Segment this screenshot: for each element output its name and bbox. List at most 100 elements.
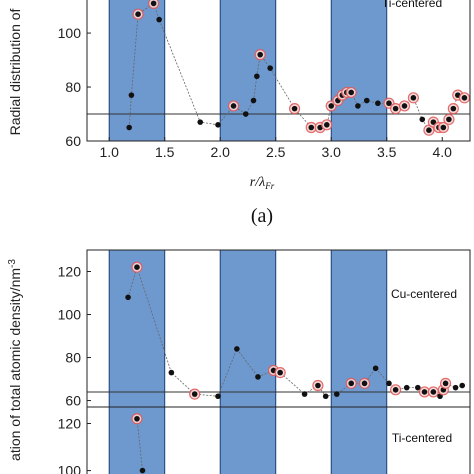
data-point [150,0,157,7]
x-tick-label: 3.5 [377,144,397,160]
data-point [363,97,370,104]
data-point [257,51,263,58]
highlight-bands [108,0,388,142]
data-point [375,100,381,107]
data-point [215,393,221,400]
data-point [461,95,468,101]
data-point [139,467,146,474]
x-tick-label: 2.5 [266,144,286,160]
data-point [410,95,417,101]
highlight-band [108,249,166,408]
x-axis-label-sub: Fr [264,181,274,191]
panel-label: Ti-centered [392,431,452,445]
data-series [131,413,146,474]
data-point [361,380,368,387]
data-series [125,261,466,400]
y-tick-label: 120 [58,415,82,431]
data-point [426,127,432,134]
data-series [126,0,471,136]
data-point [421,389,428,395]
y-axis-ticks: 100 120 [58,415,91,474]
data-point [419,116,426,123]
data-point [301,391,308,397]
y-tick-label: 100 [58,25,82,41]
data-point [440,124,447,131]
y-tick-label: 120 [58,264,82,280]
data-point [322,393,329,400]
data-point [442,380,449,387]
data-point [191,391,198,397]
y-tick-label: 100 [58,307,82,323]
data-point [401,103,408,109]
data-point [348,380,355,387]
data-point [415,384,421,391]
y-axis-label-sup: -3 [7,259,18,268]
data-point [323,122,330,128]
y-axis-ticks: 60 80 100 120 [58,264,91,409]
x-tick-label: 3.0 [321,144,341,160]
y-tick-label: 80 [65,350,81,366]
data-point [403,384,410,391]
data-point [125,294,131,301]
data-point [267,65,273,71]
data-point [135,11,141,17]
data-point [452,384,459,391]
data-point [230,103,237,109]
data-point [308,124,315,131]
data-point [459,382,466,389]
data-point [392,105,399,112]
data-point [215,122,221,128]
x-tick-label: 2.0 [210,144,230,160]
data-point [242,111,249,117]
highlight-band [219,249,277,408]
highlight-bands [108,406,388,474]
highlight-band [108,406,166,474]
data-point [168,369,175,376]
data-point [315,382,321,389]
data-point [392,386,399,393]
data-point [430,119,437,125]
y-tick-label: 100 [58,463,82,474]
data-point [134,415,140,422]
highlight-bands [108,249,388,408]
data-point [156,16,162,23]
data-point [254,73,260,80]
plot-frame [86,406,471,474]
y-tick-label: 80 [65,79,81,95]
x-tick-label: 1.5 [155,144,175,160]
y-axis-label: ation of total atomic density/nm-3 [7,259,23,461]
data-point [291,105,298,112]
x-tick-label: 4.0 [433,144,453,160]
x-axis-label: r/λFr [250,175,275,191]
highlight-band [330,406,388,474]
data-point [250,97,257,104]
y-axis-label: Radial distribution of [7,8,23,135]
data-point [430,389,437,395]
data-point [333,391,340,397]
caption: (a) [251,205,273,227]
data-point [446,116,452,123]
highlight-band [219,0,277,142]
highlight-band [330,0,388,142]
plot-frame [86,0,471,142]
data-point [234,346,240,352]
panel-c: 100 120 Ti-centered [58,406,471,474]
x-axis-ticks: 1.0 1.5 2.0 2.5 3.0 3.5 4.0 [99,137,452,160]
highlight-band [108,0,166,142]
data-point [372,365,379,372]
y-axis-label-main: ation of total atomic density/nm [7,268,23,461]
series-line [136,418,143,471]
data-point [328,103,335,109]
y-axis-ticks: 60 80 100 [58,25,91,149]
data-point [134,264,140,271]
data-point [386,380,392,387]
y-tick-label: 60 [65,393,81,409]
data-point [128,92,135,98]
data-point [386,100,392,107]
data-point [126,124,132,131]
data-point [197,119,204,125]
panel-label: Cu-centered [391,287,457,301]
panel-a: 60 80 100 1.0 1.5 2.0 2.5 3.0 3.5 4.0 Ti-centere… [7,0,471,191]
data-point [277,369,283,376]
